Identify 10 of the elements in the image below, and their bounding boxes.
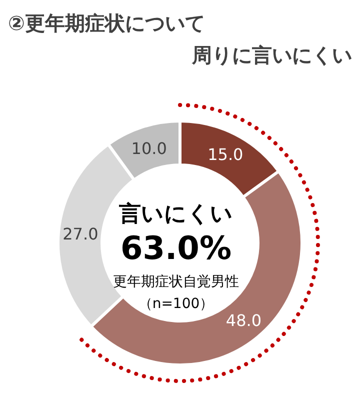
text: 63.0%: [120, 229, 232, 267]
data-label: 10.0: [131, 138, 167, 158]
data-label: 27.0: [62, 224, 98, 244]
data-label: 48.0: [226, 311, 262, 330]
text: 言いにくい: [118, 201, 233, 227]
text: 更年期症状自覚男性: [113, 274, 239, 290]
text: （n=100）: [138, 296, 214, 312]
chart-subtitle: 周りに言いにくい: [191, 43, 352, 67]
chart-title: ②更年期症状について: [8, 11, 205, 35]
data-label: 15.0: [208, 144, 244, 164]
